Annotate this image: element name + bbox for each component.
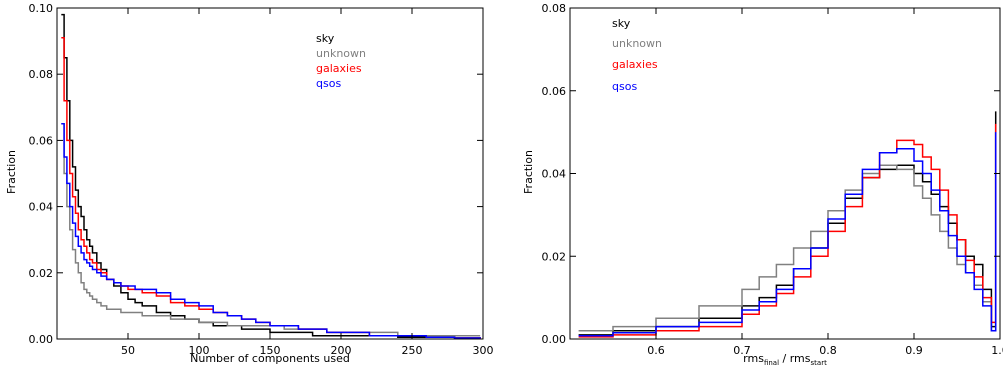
- right-xlabel-mid: / rms: [779, 352, 811, 365]
- left-series-unknown: [61, 123, 481, 337]
- right-series-sky: [578, 111, 997, 336]
- left-xtick-label: 300: [473, 344, 494, 357]
- right-xlabel-rms: rms: [743, 352, 764, 365]
- right-ytick-label: 0.06: [542, 85, 567, 98]
- right-xtick-label: 0.6: [647, 344, 665, 357]
- left-xlabel: Number of components used: [190, 352, 350, 365]
- right-chart: 0.6 0.7 0.8 0.9 1.0 0.00 0.02 0.04 0.06 0.08 rmsf…: [522, 2, 1003, 367]
- right-xlabel-final: final: [764, 359, 779, 367]
- left-xtick-label: 200: [331, 344, 352, 357]
- right-legend-unknown: unknown: [612, 37, 662, 50]
- right-legend: sky unknown galaxies qsos: [612, 17, 662, 93]
- right-ytick-label: 0.04: [542, 168, 567, 181]
- left-ylabel: Fraction: [5, 150, 18, 194]
- left-chart: 50 100 150 200 250 300 0.00 0.02 0.04 0.06 0.08 0.1…: [5, 2, 494, 365]
- left-legend-qsos: qsos: [316, 77, 341, 90]
- left-ytick-label: 0.00: [29, 333, 54, 346]
- right-ytick-label: 0.00: [542, 333, 567, 346]
- right-xtick-label: 1.0: [991, 344, 1003, 357]
- right-xtick-label: 0.7: [733, 344, 751, 357]
- left-series-qsos: [61, 123, 481, 339]
- left-ytick-label: 0.02: [29, 267, 54, 280]
- right-ytick-label: 0.08: [542, 2, 567, 15]
- right-series-galaxies: [578, 123, 997, 338]
- right-ylabel: Fraction: [522, 150, 535, 194]
- right-ticks: 0.6 0.7 0.8 0.9 1.0 0.00 0.02 0.04 0.06 0.08: [542, 2, 1003, 357]
- left-legend-unknown: unknown: [316, 47, 366, 60]
- right-legend-sky: sky: [612, 17, 631, 30]
- left-legend-sky: sky: [316, 32, 335, 45]
- left-ytick-label: 0.06: [29, 134, 54, 147]
- left-legend: sky unknown galaxies qsos: [316, 32, 366, 90]
- right-xtick-label: 0.9: [905, 344, 923, 357]
- right-series-group: [578, 111, 997, 338]
- right-legend-qsos: qsos: [612, 80, 637, 93]
- right-ytick-label: 0.02: [542, 250, 567, 263]
- left-xtick-label: 250: [402, 344, 423, 357]
- left-xtick-label: 100: [189, 344, 210, 357]
- left-ytick-label: 0.10: [29, 2, 54, 15]
- left-xtick-label: 50: [121, 344, 135, 357]
- left-series-group: [61, 13, 481, 339]
- right-series-qsos: [578, 132, 997, 337]
- right-xlabel-start: start: [811, 359, 828, 367]
- left-ytick-label: 0.04: [29, 201, 54, 214]
- left-xtick-label: 150: [260, 344, 281, 357]
- right-series-unknown: [578, 132, 997, 332]
- right-legend-galaxies: galaxies: [612, 58, 658, 71]
- right-xlabel: rmsfinal / rmsstart: [743, 352, 827, 367]
- left-series-sky: [61, 13, 481, 339]
- left-ytick-label: 0.08: [29, 68, 54, 81]
- left-legend-galaxies: galaxies: [316, 62, 362, 75]
- left-ticks: 50 100 150 200 250 300 0.00 0.02 0.04 0.06 0.08 0.1…: [29, 2, 494, 357]
- right-xtick-label: 0.8: [819, 344, 837, 357]
